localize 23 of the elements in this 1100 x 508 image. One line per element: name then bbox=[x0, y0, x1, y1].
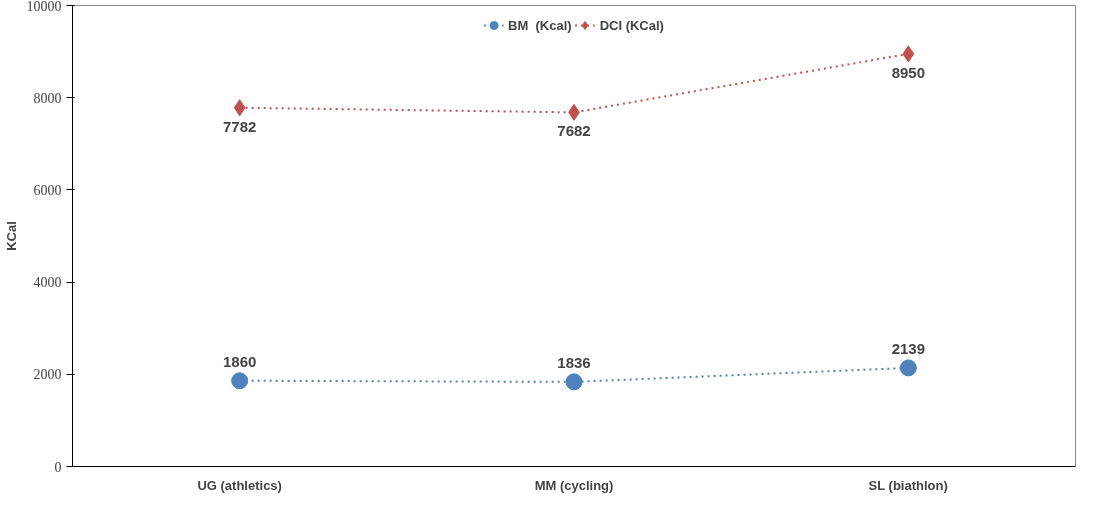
data-label: 7682 bbox=[557, 122, 591, 140]
legend-label: DCI (KCal) bbox=[599, 17, 664, 33]
y-tick-label: 2000 bbox=[33, 367, 62, 383]
x-tick-label: MM (cycling) bbox=[534, 477, 614, 493]
x-tick-label: UG (athletics) bbox=[197, 477, 282, 493]
data-label: 8950 bbox=[891, 63, 926, 81]
data-label: 1860 bbox=[222, 352, 257, 370]
data-label: 7782 bbox=[222, 117, 257, 135]
data-label: 1836 bbox=[557, 353, 591, 371]
point bbox=[899, 359, 917, 377]
legend-label: BM (Kcal) bbox=[508, 17, 572, 33]
y-tick-label: 4000 bbox=[33, 275, 62, 291]
y-tick-label: 8000 bbox=[33, 90, 62, 106]
point bbox=[231, 372, 249, 390]
y-tick-label: 0 bbox=[54, 459, 62, 475]
point bbox=[233, 99, 246, 117]
y-tick-label: 10000 bbox=[26, 0, 62, 14]
y-tick-label: 6000 bbox=[33, 182, 62, 198]
point bbox=[565, 373, 583, 391]
y-axis-title: KCal bbox=[3, 221, 19, 251]
data-label: 2139 bbox=[891, 339, 926, 357]
x-tick-label: SL (biathlon) bbox=[868, 477, 948, 493]
point bbox=[902, 45, 915, 63]
